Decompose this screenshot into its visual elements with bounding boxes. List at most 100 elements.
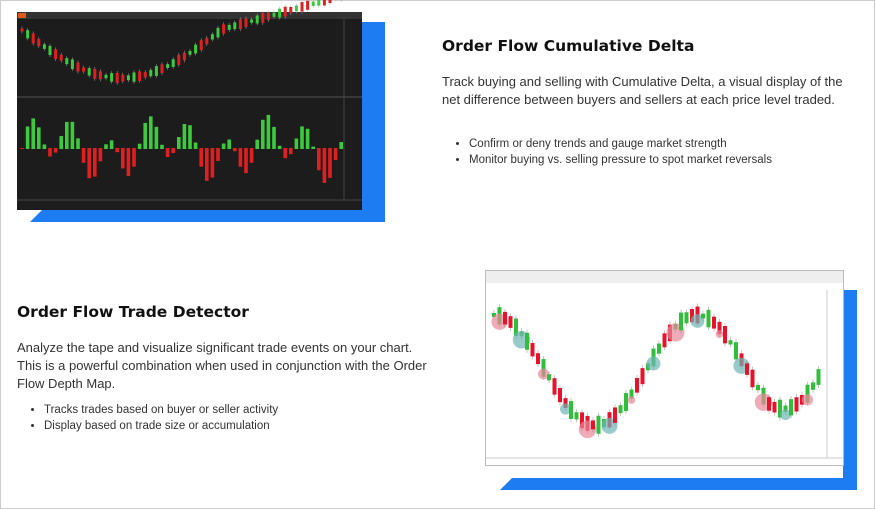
delta-bar: [300, 126, 304, 149]
candle: [26, 30, 30, 39]
delta-bar: [311, 146, 315, 149]
candle: [783, 405, 788, 412]
candle: [160, 64, 164, 74]
candle: [745, 363, 749, 375]
candle: [706, 309, 711, 328]
candle: [250, 19, 254, 23]
dark-chart-marks: [20, 0, 343, 183]
candle: [525, 332, 529, 350]
candle: [300, 2, 304, 12]
delta-bar: [294, 138, 299, 149]
candle: [154, 66, 158, 76]
delta-bar: [328, 148, 332, 178]
candle: [227, 24, 231, 30]
delta-bar: [199, 148, 203, 167]
candle: [121, 74, 125, 82]
section-title: Order Flow Cumulative Delta: [442, 37, 695, 55]
bullet-list: Confirm or deny trends and gauge market …: [442, 136, 772, 168]
candle: [657, 343, 661, 354]
delta-bar: [104, 144, 108, 149]
candle: [233, 22, 237, 30]
delta-bar: [165, 148, 170, 158]
candle: [42, 44, 46, 49]
trade-bubble: [715, 330, 724, 338]
candle: [322, 0, 326, 6]
delta-bar: [87, 148, 91, 179]
candle: [569, 401, 573, 419]
delta-bar: [177, 137, 181, 149]
candle: [48, 45, 52, 56]
candle: [93, 68, 97, 79]
candle: [794, 397, 799, 412]
candle: [143, 72, 147, 78]
candle: [149, 69, 153, 77]
delta-bar: [37, 127, 41, 149]
candle: [98, 71, 102, 80]
candle: [188, 50, 192, 55]
bullet: Display based on trade size or accumulat…: [44, 418, 278, 434]
candle: [811, 382, 815, 390]
candle: [789, 399, 793, 416]
candle: [138, 71, 142, 81]
delta-bar: [98, 148, 103, 162]
delta-bar: [227, 139, 231, 149]
delta-bar: [65, 121, 69, 149]
candle: [115, 72, 119, 83]
candle: [132, 72, 136, 82]
candle: [216, 27, 220, 38]
candle: [596, 415, 601, 434]
candle: [514, 318, 518, 337]
candle: [54, 49, 58, 60]
candle: [547, 374, 551, 381]
candle: [563, 398, 568, 408]
candle: [552, 378, 557, 395]
trade-bubble: [646, 356, 661, 371]
delta-bar: [109, 140, 114, 149]
candle: [283, 6, 287, 17]
candle: [31, 33, 35, 44]
candle: [110, 73, 114, 82]
candle: [294, 5, 298, 12]
candle: [574, 412, 579, 420]
candle: [82, 67, 86, 72]
delta-bar: [333, 148, 338, 161]
candle: [76, 62, 80, 72]
delta-bar: [221, 143, 226, 149]
candle: [640, 368, 645, 385]
candle: [255, 15, 259, 24]
candle: [712, 316, 716, 329]
candle: [613, 407, 617, 423]
delta-bar: [244, 148, 248, 174]
section-description: Analyze the tape and visualize significa…: [17, 340, 427, 391]
delta-bar: [154, 126, 159, 149]
light-chart: [485, 270, 844, 466]
candle: [624, 393, 628, 412]
candle: [65, 58, 69, 65]
trade-bubble: [538, 368, 549, 380]
candle: [530, 343, 535, 357]
delta-bar: [93, 148, 97, 177]
delta-bar: [25, 126, 30, 149]
candle: [266, 12, 270, 20]
dark-chart: [17, 12, 362, 210]
candle: [20, 28, 24, 32]
section-description: Track buying and selling with Cumulative…: [442, 74, 843, 107]
delta-bar: [339, 142, 343, 149]
delta-bar: [70, 121, 75, 149]
light-chart-marks: [491, 303, 821, 439]
trade-bubble: [627, 396, 636, 404]
delta-bar: [31, 118, 35, 149]
candle: [126, 75, 130, 81]
delta-bar: [317, 148, 321, 171]
candle: [558, 388, 562, 403]
trade-bubble: [801, 394, 814, 406]
trade-bubble: [780, 409, 791, 421]
delta-bar: [210, 148, 215, 178]
candle: [289, 7, 293, 14]
candle: [194, 44, 198, 54]
candle: [734, 342, 738, 360]
delta-bar: [149, 116, 153, 149]
bullet: Tracks trades based on buyer or seller a…: [44, 402, 278, 418]
candle: [690, 309, 694, 323]
